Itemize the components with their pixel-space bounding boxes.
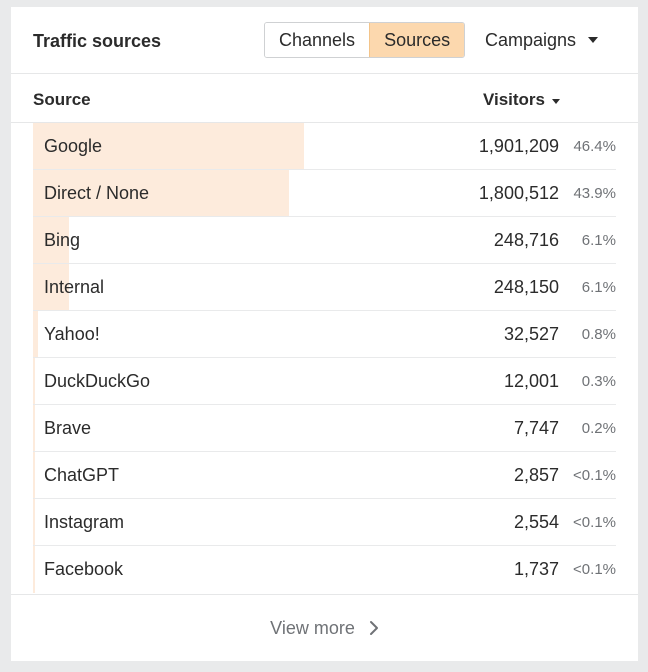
- visitor-percent: 43.9%: [573, 185, 616, 202]
- visitor-percent: <0.1%: [573, 467, 616, 484]
- source-name: Google: [44, 136, 103, 156]
- card-title: Traffic sources: [33, 31, 162, 51]
- tab-channels[interactable]: Channels: [265, 23, 370, 57]
- table-row[interactable]: Yahoo! 32,527 0.8%: [33, 311, 616, 358]
- caret-down-icon: [588, 37, 599, 43]
- visitors-sort-label: Visitors: [482, 90, 545, 109]
- share-bar: [33, 170, 289, 216]
- source-name: Bing: [44, 230, 81, 250]
- table-row[interactable]: Facebook 1,737 <0.1%: [33, 546, 616, 593]
- campaigns-dropdown[interactable]: Campaigns: [485, 22, 599, 58]
- card-footer: View more: [11, 594, 638, 661]
- visitor-percent: 0.2%: [581, 420, 616, 437]
- visitor-percent: 0.8%: [581, 326, 616, 343]
- visitor-percent: 0.3%: [581, 373, 616, 390]
- share-bar: [33, 499, 35, 545]
- table-row[interactable]: Brave 7,747 0.2%: [33, 405, 616, 452]
- column-header-source: Source: [33, 90, 91, 109]
- source-name: Yahoo!: [44, 324, 100, 344]
- share-bar: [33, 358, 35, 404]
- share-bar: [33, 452, 35, 498]
- visitor-percent: <0.1%: [573, 561, 616, 578]
- visitor-percent: 6.1%: [581, 232, 616, 249]
- table-row[interactable]: Google 1,901,209 46.4%: [33, 123, 616, 170]
- view-toggle: Channels Sources: [264, 22, 466, 58]
- source-name: ChatGPT: [44, 465, 120, 485]
- table-row[interactable]: ChatGPT 2,857 <0.1%: [33, 452, 616, 499]
- sort-desc-icon: [552, 98, 560, 104]
- tab-sources[interactable]: Sources: [369, 23, 465, 57]
- card-header: Traffic sources Channels Sources Campaig…: [11, 7, 638, 74]
- view-more-label: View more: [270, 617, 355, 638]
- share-bar: [33, 264, 69, 310]
- share-bar: [33, 123, 304, 169]
- share-bar: [33, 311, 38, 357]
- source-name: Facebook: [44, 559, 124, 579]
- visitor-count: 248,716: [493, 230, 559, 250]
- visitor-percent: 46.4%: [573, 138, 616, 155]
- traffic-sources-card: Traffic sources Channels Sources Campaig…: [11, 7, 638, 661]
- table-row[interactable]: Bing 248,716 6.1%: [33, 217, 616, 264]
- visitor-count: 1,800,512: [478, 183, 559, 203]
- campaigns-label: Campaigns: [485, 30, 577, 50]
- visitor-percent: <0.1%: [573, 514, 616, 531]
- visitor-count: 12,001: [503, 371, 559, 391]
- visitor-count: 7,747: [513, 418, 559, 438]
- table-row[interactable]: Internal 248,150 6.1%: [33, 264, 616, 311]
- visitor-count: 32,527: [503, 324, 559, 344]
- table-row[interactable]: DuckDuckGo 12,001 0.3%: [33, 358, 616, 405]
- source-name: DuckDuckGo: [44, 371, 151, 391]
- visitor-count: 2,857: [513, 465, 559, 485]
- source-list: Google 1,901,209 46.4% Direct / None 1,800,5…: [11, 123, 638, 593]
- source-name: Instagram: [44, 512, 125, 532]
- visitor-count: 2,554: [513, 512, 559, 532]
- share-bar: [33, 217, 69, 263]
- chevron-right-icon: [369, 621, 378, 635]
- visitor-percent: 6.1%: [581, 279, 616, 296]
- table-row[interactable]: Instagram 2,554 <0.1%: [33, 499, 616, 546]
- source-name: Brave: [44, 418, 92, 438]
- column-header-visitors[interactable]: Visitors: [483, 90, 560, 110]
- visitor-count: 248,150: [493, 277, 559, 297]
- table-row[interactable]: Direct / None 1,800,512 43.9%: [33, 170, 616, 217]
- view-more-link[interactable]: View more: [270, 618, 379, 639]
- table-header: Source Visitors: [11, 74, 638, 123]
- source-name: Internal: [44, 277, 105, 297]
- share-bar: [33, 546, 35, 593]
- visitor-count: 1,737: [513, 559, 559, 579]
- visitor-count: 1,901,209: [478, 136, 559, 156]
- share-bar: [33, 405, 35, 451]
- source-name: Direct / None: [44, 183, 150, 203]
